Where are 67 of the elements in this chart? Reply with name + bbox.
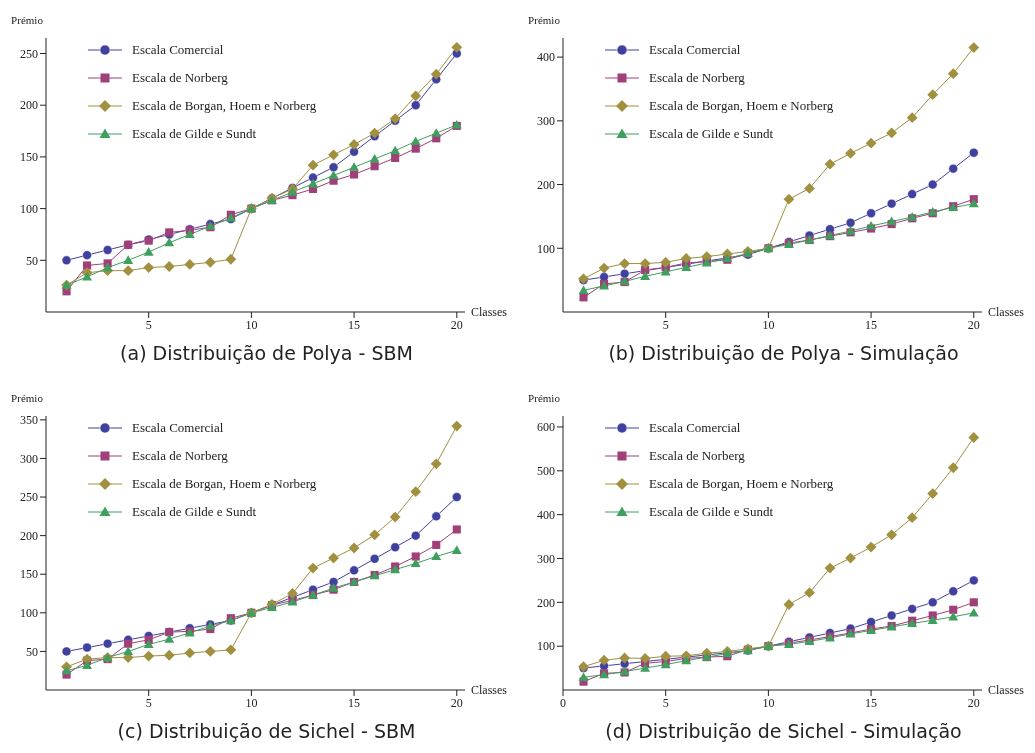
x-tick-label: 15	[865, 695, 878, 710]
y-tick-label: 350	[20, 413, 38, 428]
x-tick-label: 5	[145, 317, 152, 332]
y-tick-label: 200	[537, 595, 555, 610]
y-tick-label: 50	[26, 644, 38, 659]
x-tick-label: 15	[348, 317, 361, 332]
y-axis-title: Prémio	[528, 392, 561, 404]
legend-label: Escala de Norberg	[649, 70, 745, 86]
y-tick-label: 150	[20, 150, 38, 165]
legend-label: Escala Comercial	[132, 420, 224, 436]
legend-label: Escala de Gilde e Sundt	[649, 504, 774, 520]
y-tick-label: 250	[20, 490, 38, 505]
y-tick-label: 300	[537, 114, 555, 129]
legend-label: Escala de Borgan, Hoem e Norberg	[649, 476, 834, 492]
y-tick-label: 500	[537, 464, 555, 479]
x-tick-label: 10	[245, 695, 258, 710]
legend-label: Escala Comercial	[649, 42, 741, 58]
x-tick-label: 20	[450, 317, 463, 332]
y-tick-label: 300	[537, 551, 555, 566]
legend-label: Escala de Norberg	[649, 448, 745, 464]
y-tick-label: 200	[537, 177, 555, 192]
x-axis-title: Classes	[988, 683, 1025, 698]
legend-label: Escala de Gilde e Sundt	[132, 126, 257, 142]
y-tick-label: 600	[537, 420, 555, 435]
legend-label: Escala de Borgan, Hoem e Norberg	[649, 98, 834, 114]
x-axis-title: Classes	[471, 305, 508, 320]
x-tick-label: 10	[762, 317, 775, 332]
y-tick-label: 100	[20, 606, 38, 621]
legend-label: Escala de Norberg	[132, 448, 228, 464]
x-tick-label: 20	[967, 317, 980, 332]
y-tick-label: 150	[20, 567, 38, 582]
legend-label: Escala de Gilde e Sundt	[649, 126, 774, 142]
y-axis-title: Prémio	[11, 14, 44, 26]
x-tick-label: 5	[662, 317, 669, 332]
x-tick-label: 5	[662, 695, 669, 710]
x-tick-label: 15	[865, 317, 878, 332]
legend-label: Escala de Norberg	[132, 70, 228, 86]
y-tick-label: 400	[537, 507, 555, 522]
x-tick-label: 20	[967, 695, 980, 710]
x-tick-label: 20	[450, 695, 463, 710]
text: (a) Distribuição de Polya - SBM	[120, 342, 413, 364]
x-axis-title: Classes	[471, 683, 508, 698]
x-axis-title: Classes	[988, 305, 1025, 320]
y-tick-label: 300	[20, 451, 38, 466]
x-tick-label: 10	[245, 317, 258, 332]
y-tick-label: 100	[20, 201, 38, 216]
y-axis-title: Prémio	[528, 14, 561, 26]
y-tick-label: 400	[537, 50, 555, 65]
x-tick-label: 15	[348, 695, 361, 710]
legend-label: Escala Comercial	[649, 420, 741, 436]
y-tick-label: 100	[537, 241, 555, 256]
legend-label: Escala de Gilde e Sundt	[132, 504, 257, 520]
legend-label: Escala Comercial	[132, 42, 224, 58]
x-tick-label: 0	[560, 695, 566, 710]
y-tick-label: 200	[20, 528, 38, 543]
y-tick-label: 50	[26, 253, 38, 268]
y-axis-title: Prémio	[11, 392, 44, 404]
legend-label: Escala de Borgan, Hoem e Norberg	[132, 476, 317, 492]
y-tick-label: 200	[20, 98, 38, 113]
text: (d) Distribuição de Sichel - Simulação	[605, 720, 962, 742]
text: (c) Distribuição de Sichel - SBM	[117, 720, 416, 742]
text: (b) Distribuição de Polya - Simulação	[608, 342, 959, 364]
legend-label: Escala de Borgan, Hoem e Norberg	[132, 98, 317, 114]
x-tick-label: 5	[145, 695, 152, 710]
x-tick-label: 10	[762, 695, 775, 710]
y-tick-label: 100	[537, 639, 555, 654]
y-tick-label: 250	[20, 46, 38, 61]
